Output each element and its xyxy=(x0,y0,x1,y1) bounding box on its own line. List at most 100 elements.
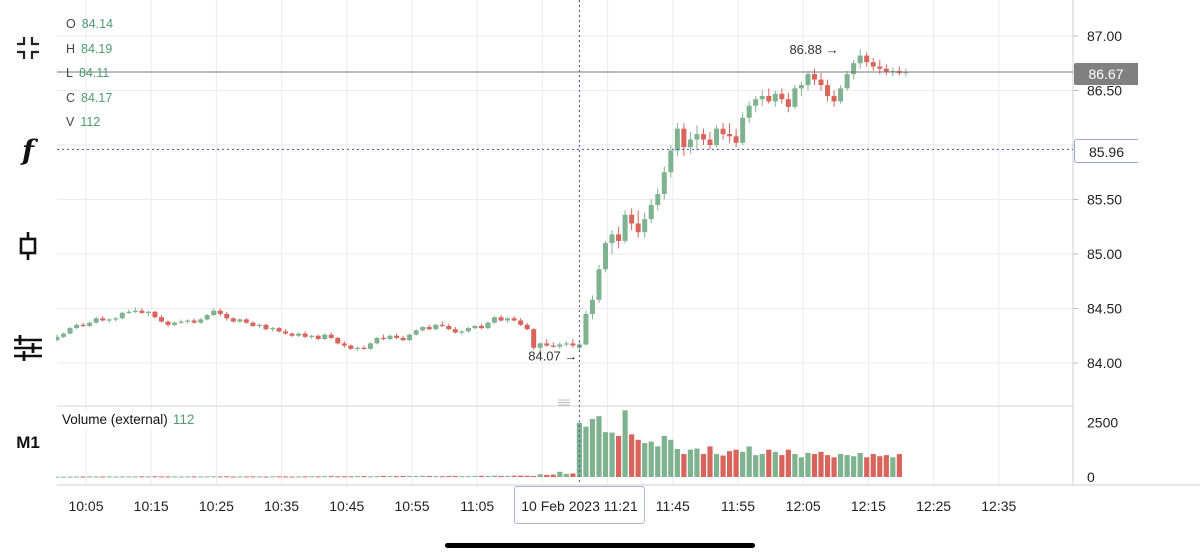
time-tick-label: 10:25 xyxy=(199,498,234,514)
volume-bar xyxy=(570,473,576,477)
volume-bar xyxy=(60,476,67,478)
volume-bar xyxy=(811,454,818,477)
volume-bar xyxy=(700,454,707,477)
candle-body xyxy=(413,330,419,335)
volume-bar xyxy=(393,476,400,478)
candle-body xyxy=(439,324,445,327)
candle-body xyxy=(478,325,484,329)
candle-body xyxy=(217,310,223,314)
price-tick-label: 85.00 xyxy=(1087,246,1122,262)
volume-bar xyxy=(792,454,798,477)
volume-bar xyxy=(361,476,367,478)
candle-body xyxy=(714,128,720,145)
volume-bar xyxy=(896,454,902,477)
candlestick-icon xyxy=(19,232,37,260)
volume-bar xyxy=(106,476,112,478)
price-annotation: 86.88 → xyxy=(789,42,838,57)
candle-body xyxy=(93,318,99,323)
volume-bar xyxy=(263,476,269,478)
candle-body xyxy=(341,343,347,346)
candle-body xyxy=(224,313,230,319)
candle-body xyxy=(668,150,674,173)
candle-body xyxy=(720,128,726,135)
candle-body xyxy=(472,325,478,329)
volume-tick-label: 2500 xyxy=(1087,414,1118,430)
candle-body xyxy=(348,345,354,349)
candle-body xyxy=(622,214,628,241)
candle-body xyxy=(426,327,432,330)
ohlc-legend: O 84.14 H 84.19 L 84.11 C 84.17 V 112 xyxy=(66,12,113,135)
time-tick-label: 12:25 xyxy=(916,498,951,514)
function-icon: f xyxy=(21,133,35,167)
volume-bar xyxy=(687,449,694,477)
candle-body xyxy=(798,85,804,89)
volume-bar xyxy=(563,473,569,477)
volume-bar xyxy=(602,432,609,477)
open-row: O 84.14 xyxy=(66,17,114,31)
volume-bar xyxy=(511,475,517,477)
volume-bar xyxy=(132,476,138,478)
volume-bar xyxy=(198,476,204,478)
candle-body xyxy=(785,99,791,107)
price-tick-label: 85.50 xyxy=(1087,192,1122,208)
settings-sliders-icon xyxy=(14,335,42,361)
volume-bar xyxy=(328,476,334,478)
time-tick-label: 11:05 xyxy=(460,498,494,514)
volume-bar xyxy=(387,476,393,478)
volume-bar xyxy=(367,476,374,478)
volume-bar xyxy=(230,476,236,478)
volume-bar xyxy=(661,435,667,477)
candle-body xyxy=(511,318,517,321)
candle-body xyxy=(550,345,556,347)
candle-body xyxy=(243,319,249,323)
candle-body xyxy=(302,333,308,337)
indicators-button[interactable]: f xyxy=(8,132,48,168)
volume-bar xyxy=(596,416,602,477)
candle-body xyxy=(322,334,328,340)
candlestick-series xyxy=(54,49,909,356)
fullscreen-button[interactable] xyxy=(8,30,48,66)
volume-bar xyxy=(772,451,778,477)
time-tick-label: 11:45 xyxy=(656,498,690,514)
candle-body xyxy=(740,117,746,143)
candle-body xyxy=(844,74,850,89)
volume-bar xyxy=(269,476,276,478)
settings-button[interactable] xyxy=(8,330,48,366)
volume-bar xyxy=(217,476,223,478)
candle-body xyxy=(596,269,602,300)
volume-bar xyxy=(518,475,524,477)
volume-bar xyxy=(707,446,713,477)
volume-bar xyxy=(635,439,641,477)
candle-body xyxy=(145,311,151,313)
candle-body xyxy=(367,343,373,349)
volume-bar xyxy=(211,476,217,478)
candle-body xyxy=(655,194,661,205)
volume-bar xyxy=(798,457,805,477)
timeframe-button[interactable]: M1 xyxy=(8,425,48,461)
candle-body xyxy=(648,204,654,220)
volume-bar xyxy=(302,476,308,478)
candle-body xyxy=(903,71,909,74)
candle-body xyxy=(583,313,589,345)
volume-bar xyxy=(870,454,876,477)
open-value: 84.14 xyxy=(81,17,114,31)
volume-bar xyxy=(648,441,654,477)
volume-row: V 112 xyxy=(66,115,101,129)
candle-body xyxy=(132,310,138,312)
volume-bar xyxy=(491,475,498,477)
volume-legend[interactable]: Volume (external) 112 xyxy=(58,411,199,428)
candle-body xyxy=(191,320,197,323)
volume-bar xyxy=(877,456,883,477)
volume-bar xyxy=(746,446,752,477)
volume-legend-value: 112 xyxy=(172,412,195,427)
volume-bar xyxy=(426,475,432,477)
home-indicator[interactable] xyxy=(445,543,755,548)
chart-type-button[interactable] xyxy=(8,228,48,264)
candle-body xyxy=(753,99,759,106)
volume-bar xyxy=(766,449,772,477)
candle-body xyxy=(864,55,870,63)
volume-bar xyxy=(54,476,60,478)
candle-body xyxy=(485,322,491,329)
time-tick-label: 10:45 xyxy=(329,498,364,514)
